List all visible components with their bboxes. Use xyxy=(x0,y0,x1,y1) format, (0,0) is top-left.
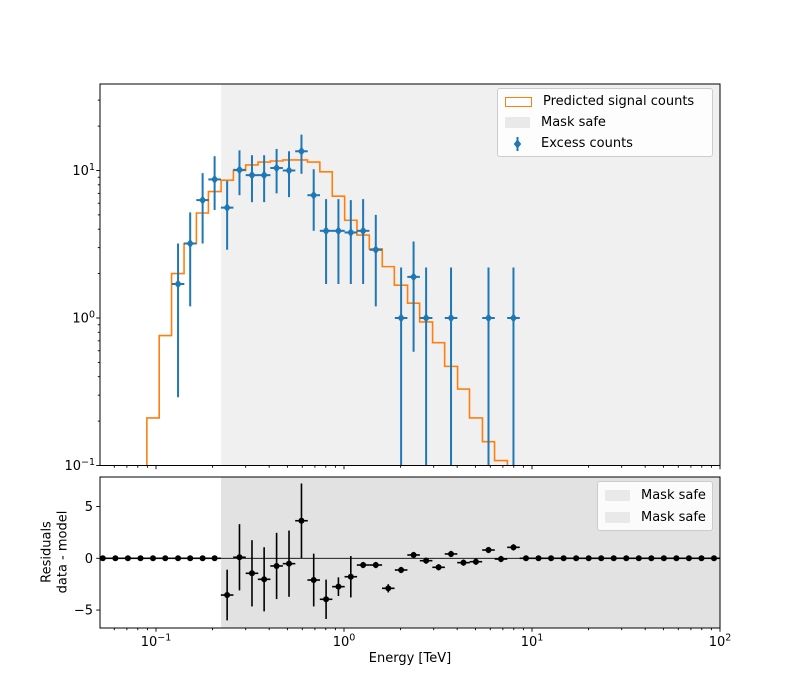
x-tick-label: 10−1 xyxy=(141,633,172,651)
excess-counts-series xyxy=(171,134,520,466)
y-tick-label-top: 101 xyxy=(72,162,95,179)
mask-safe-swatch xyxy=(605,511,630,523)
predicted-signal-histogram xyxy=(146,159,509,466)
legend-bottom: Mask safe Mask safe xyxy=(597,481,713,531)
legend-label-predicted-signal: Predicted signal counts xyxy=(543,94,695,109)
legend-label-mask-safe-1: Mask safe xyxy=(641,487,706,503)
y-tick-label-bottom: 0 xyxy=(85,552,93,567)
legend-top: Predicted signal counts Mask safe Excess… xyxy=(497,88,713,157)
y-axis-label-line2: data - model xyxy=(55,510,71,594)
y-tick-label-top: 100 xyxy=(72,310,95,327)
axis-ticks xyxy=(96,99,721,632)
excess-counts-marker-icon xyxy=(505,136,530,152)
x-tick-label: 102 xyxy=(709,633,732,651)
y-tick-label-top: 10−1 xyxy=(64,457,95,474)
legend-label-mask-safe-2: Mask safe xyxy=(641,509,706,525)
y-tick-label-bottom: 5 xyxy=(85,500,93,515)
legend-label-excess-counts: Excess counts xyxy=(541,136,633,151)
legend-item-mask-safe: Mask safe xyxy=(505,112,705,133)
residual-points xyxy=(100,483,720,621)
predicted-signal-swatch xyxy=(505,96,532,107)
top-panel-frame xyxy=(99,83,721,466)
x-tick-label: 100 xyxy=(333,633,356,651)
y-axis-label-line1: Residuals xyxy=(39,521,55,583)
mask-safe-swatch xyxy=(605,489,630,501)
legend-label-mask-safe: Mask safe xyxy=(541,115,606,130)
x-tick-label: 101 xyxy=(521,633,544,651)
legend-item-predicted-signal: Predicted signal counts xyxy=(505,91,705,112)
legend-item-mask-safe-2: Mask safe xyxy=(605,507,706,528)
legend-item-excess-counts: Excess counts xyxy=(505,133,705,154)
x-axis-label: Energy [TeV] xyxy=(368,651,452,666)
legend-item-mask-safe-1: Mask safe xyxy=(605,485,706,506)
bottom-panel-frame xyxy=(99,476,721,629)
mask-safe-swatch xyxy=(505,117,530,128)
y-tick-label-bottom: −5 xyxy=(74,604,93,619)
